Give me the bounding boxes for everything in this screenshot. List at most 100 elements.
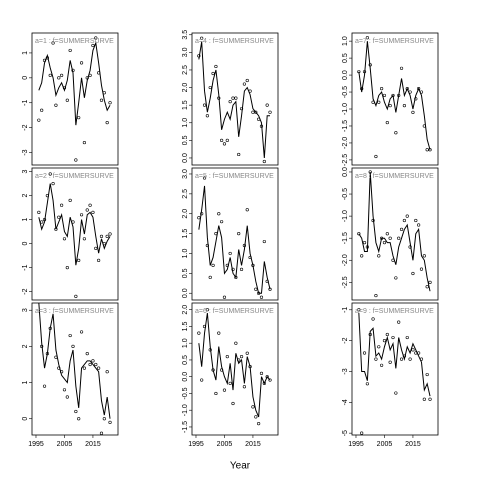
- point: [365, 36, 369, 40]
- point: [394, 391, 398, 395]
- point: [362, 351, 367, 355]
- panel-title: a=8 : f=SUMMERSURVE: [355, 173, 434, 180]
- plot-area: a=6 : f=SUMMERSURVE: [195, 308, 274, 426]
- point: [65, 395, 69, 399]
- point: [54, 355, 58, 359]
- point: [57, 76, 61, 80]
- plot-area: a=1 : f=SUMMERSURVE: [35, 36, 114, 162]
- point: [380, 236, 384, 240]
- point: [362, 70, 367, 74]
- y-tick-label: 0.5: [182, 268, 189, 278]
- point: [380, 363, 384, 367]
- point: [257, 422, 261, 426]
- point: [40, 108, 44, 112]
- x-tick-label: 1995: [348, 441, 364, 448]
- point: [68, 333, 72, 338]
- point: [391, 335, 395, 340]
- point: [397, 236, 401, 240]
- panel-title: a=7 : f=SUMMERSURVE: [355, 38, 434, 45]
- y-tick-label: -2: [342, 337, 349, 343]
- point: [268, 378, 272, 382]
- y-tick-label: -5: [342, 430, 349, 436]
- point: [374, 293, 378, 298]
- point: [54, 227, 58, 231]
- point: [411, 110, 415, 115]
- point: [388, 236, 392, 240]
- panel-title: a=3 : f=SUMMERSURVE: [35, 308, 114, 315]
- y-tick-label: -1.0: [182, 404, 189, 416]
- point: [91, 43, 95, 48]
- y-tick-label: 0.0: [182, 372, 189, 382]
- point: [262, 239, 266, 244]
- point: [237, 152, 241, 157]
- point: [408, 357, 412, 361]
- point: [79, 213, 84, 217]
- y-tick-label: -2.5: [342, 276, 349, 288]
- point: [357, 308, 361, 312]
- point: [239, 355, 244, 359]
- point: [51, 182, 55, 186]
- point: [385, 232, 389, 236]
- point: [388, 104, 392, 108]
- point: [94, 246, 98, 250]
- point: [402, 218, 406, 223]
- point: [57, 215, 61, 219]
- point: [220, 138, 224, 142]
- y-tick-label: -0.5: [182, 387, 189, 399]
- point: [360, 254, 364, 258]
- point: [77, 116, 81, 120]
- y-tick-label: -1.5: [182, 421, 189, 433]
- point: [82, 366, 86, 370]
- point: [417, 351, 421, 355]
- point: [262, 381, 266, 386]
- point: [82, 237, 86, 241]
- point: [97, 258, 101, 263]
- point: [37, 118, 41, 122]
- point: [214, 232, 218, 236]
- y-tick-label: 1.0: [182, 338, 189, 348]
- point: [91, 359, 95, 363]
- point: [417, 87, 421, 91]
- y-tick-label: 1.0: [342, 36, 349, 46]
- point: [102, 91, 106, 95]
- panel-frame: [191, 32, 279, 166]
- point: [242, 385, 246, 389]
- point: [60, 203, 64, 207]
- point: [71, 344, 75, 348]
- y-tick-label: -3: [342, 368, 349, 374]
- point: [74, 409, 78, 414]
- point: [82, 140, 86, 145]
- point: [402, 354, 406, 358]
- point: [257, 291, 261, 295]
- point: [68, 48, 72, 53]
- point: [385, 332, 389, 337]
- point: [425, 148, 429, 152]
- point: [85, 76, 89, 80]
- plot-area: a=7 : f=SUMMERSURVE: [355, 36, 434, 159]
- panel-frame: [351, 167, 439, 301]
- point: [254, 287, 258, 291]
- point: [74, 294, 78, 299]
- point: [108, 101, 112, 105]
- point: [245, 351, 249, 355]
- point: [37, 210, 41, 214]
- point: [360, 87, 364, 91]
- point: [217, 331, 221, 335]
- point: [54, 103, 58, 107]
- point: [197, 54, 201, 58]
- fit-line: [38, 303, 111, 419]
- point: [77, 417, 81, 421]
- point: [365, 382, 369, 386]
- y-tick-label: 3.5: [182, 30, 189, 40]
- point: [45, 194, 49, 198]
- y-tick-label: 2.0: [182, 209, 189, 219]
- point: [371, 100, 375, 104]
- point: [262, 159, 266, 164]
- y-tick-label: 1.5: [182, 321, 189, 331]
- panel-frame: [191, 302, 279, 436]
- point: [360, 431, 364, 435]
- point: [417, 223, 421, 227]
- x-tick-label: 2005: [57, 441, 73, 448]
- point: [265, 375, 269, 379]
- point: [419, 357, 424, 361]
